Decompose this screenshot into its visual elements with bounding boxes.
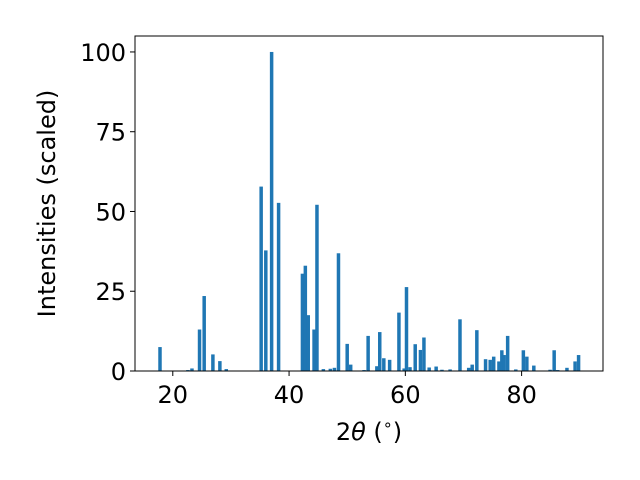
bar: [525, 356, 529, 371]
bar: [483, 359, 488, 371]
bar: [491, 356, 496, 371]
x-tick-label: 40: [274, 381, 305, 409]
y-axis-ticks: 0 25 50 75 100: [80, 39, 135, 386]
bar: [300, 273, 305, 371]
bar: [475, 330, 479, 371]
y-axis-label: Intensities (scaled): [33, 90, 61, 318]
bar: [500, 350, 504, 371]
bar: [397, 312, 401, 371]
bar: [466, 367, 471, 371]
bar: [366, 335, 370, 371]
bar: [505, 335, 510, 371]
bar-series: [158, 51, 581, 371]
bar: [532, 365, 536, 371]
x-tick-label: 80: [506, 381, 537, 409]
y-tick-label: 50: [95, 198, 126, 226]
bar: [158, 347, 162, 371]
x-axis-label-two: 2: [336, 418, 351, 446]
bar: [497, 361, 501, 371]
bar: [303, 265, 308, 371]
x-axis-label-degree: ∘: [383, 415, 393, 434]
bar: [470, 364, 474, 371]
x-tick-label: 60: [390, 381, 421, 409]
plot-frame: [134, 35, 604, 372]
bar: [521, 350, 526, 371]
x-axis-label-open: (: [366, 418, 383, 446]
bar: [218, 361, 222, 371]
bar: [552, 350, 556, 371]
bar: [375, 366, 379, 371]
bar: [312, 329, 316, 371]
x-axis-label: 2θ (∘): [336, 415, 402, 446]
y-tick-label: 25: [95, 278, 126, 306]
bar: [548, 369, 552, 371]
bar: [458, 319, 462, 371]
bar: [382, 358, 386, 371]
bar: [448, 369, 452, 371]
y-tick-label: 100: [80, 39, 126, 67]
bar: [514, 369, 518, 371]
bar: [224, 369, 229, 371]
bar: [348, 364, 353, 371]
bar: [315, 204, 319, 371]
bar: [413, 344, 417, 371]
bar: [332, 367, 337, 371]
x-tick-label: 20: [158, 381, 189, 409]
bar: [197, 329, 202, 371]
bar: [321, 369, 326, 371]
bar: [259, 186, 263, 371]
bar: [422, 337, 426, 371]
bar: [345, 343, 349, 371]
bar: [576, 355, 581, 371]
bar: [502, 355, 506, 371]
bar: [264, 250, 268, 371]
bar: [336, 253, 341, 371]
bar: [190, 368, 194, 371]
x-axis-label-close: ): [393, 418, 402, 446]
x-axis-label-theta: θ: [351, 418, 366, 446]
bar: [402, 368, 406, 371]
bar: [408, 367, 412, 371]
bar: [306, 315, 310, 371]
x-axis-ticks: 20 40 60 80: [158, 371, 537, 409]
bar: [565, 367, 569, 371]
y-tick-label: 0: [111, 358, 126, 386]
bar: [418, 349, 423, 371]
bar: [488, 359, 492, 371]
bar: [404, 287, 409, 371]
bar: [276, 202, 281, 371]
y-tick-label: 75: [95, 119, 126, 147]
bar: [427, 367, 431, 371]
bar: [378, 332, 382, 371]
bar: [328, 368, 333, 371]
bar: [211, 354, 215, 371]
bar: [269, 51, 274, 371]
bar: [573, 361, 577, 371]
bar: [387, 359, 392, 371]
bar: [202, 296, 206, 371]
bar: [440, 369, 444, 371]
bar: [434, 366, 438, 371]
